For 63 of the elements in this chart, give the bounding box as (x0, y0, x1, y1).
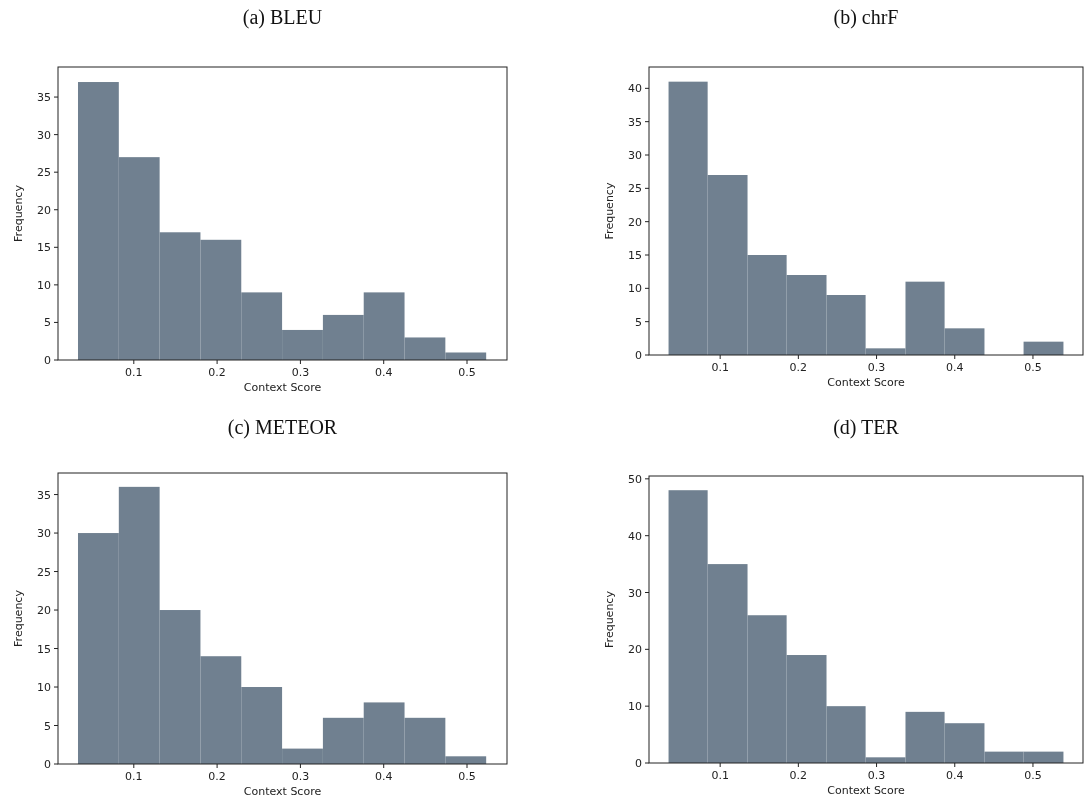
x-tick-label: 0.4 (374, 366, 393, 379)
x-tick-label: 0.3 (867, 769, 886, 782)
x-axis-title: Context Score (243, 381, 322, 394)
y-tick-label: 5 (44, 316, 51, 330)
y-tick-label: 20 (37, 203, 51, 217)
chart-title: (d) TER (833, 416, 900, 439)
x-tick-label: 0.5 (1024, 769, 1042, 782)
y-tick-label: 0 (635, 757, 642, 770)
y-tick-label: 15 (37, 642, 51, 656)
y-axis-title: Frequency (12, 184, 25, 242)
y-tick-label: 35 (37, 488, 51, 502)
x-axis-title: Context Score (243, 785, 322, 798)
y-tick-label: 20 (628, 215, 642, 229)
x-tick-label: 0.1 (125, 770, 143, 783)
y-tick-label: 25 (37, 565, 51, 579)
y-tick-label: 0 (635, 349, 642, 362)
y-tick-label: 35 (37, 91, 51, 105)
x-tick-label: 0.1 (711, 361, 729, 374)
x-tick-label: 0.2 (208, 366, 226, 379)
y-tick-label: 30 (37, 128, 51, 142)
y-axis-title: Frequency (603, 182, 616, 240)
y-tick-label: 10 (37, 278, 51, 292)
y-tick-label: 10 (628, 282, 642, 296)
y-axis-title: Frequency (12, 589, 25, 647)
x-tick-label: 0.5 (1024, 361, 1042, 374)
y-axis-title: Frequency (603, 590, 616, 648)
y-tick-label: 20 (37, 604, 51, 618)
y-tick-label: 40 (628, 82, 642, 96)
y-tick-label: 15 (628, 249, 642, 262)
y-tick-label: 35 (628, 115, 642, 129)
chart-title: (b) chrF (833, 6, 899, 29)
y-tick-label: 50 (628, 472, 642, 486)
y-tick-label: 25 (628, 182, 642, 196)
x-axis-title: Context Score (827, 376, 905, 389)
y-tick-label: 0 (44, 758, 51, 771)
x-tick-label: 0.3 (291, 366, 310, 379)
y-tick-label: 10 (37, 681, 51, 695)
chart-title: (c) METEOR (227, 416, 338, 439)
y-tick-label: 30 (628, 149, 642, 162)
x-tick-label: 0.4 (374, 770, 393, 783)
x-tick-label: 0.5 (458, 770, 476, 783)
chart-title: (a) BLEU (242, 6, 323, 29)
x-tick-label: 0.4 (946, 361, 964, 374)
x-tick-label: 0.2 (789, 769, 808, 782)
y-tick-label: 25 (37, 166, 51, 180)
y-tick-label: 0 (44, 354, 51, 367)
x-tick-label: 0.3 (867, 361, 886, 374)
x-tick-label: 0.4 (946, 769, 964, 782)
y-tick-label: 30 (628, 586, 642, 600)
x-axis-title: Context Score (827, 784, 905, 797)
y-tick-label: 10 (628, 700, 642, 714)
x-tick-label: 0.3 (291, 770, 310, 783)
y-tick-label: 30 (37, 527, 51, 541)
y-tick-label: 20 (628, 643, 642, 657)
x-tick-label: 0.2 (208, 770, 226, 783)
x-tick-label: 0.2 (789, 361, 808, 374)
x-tick-label: 0.1 (711, 769, 729, 782)
y-tick-label: 5 (635, 315, 642, 329)
x-tick-label: 0.5 (458, 366, 476, 379)
y-tick-label: 15 (37, 241, 51, 255)
y-tick-label: 5 (44, 719, 51, 733)
y-tick-label: 40 (628, 529, 642, 543)
x-tick-label: 0.1 (125, 366, 143, 379)
